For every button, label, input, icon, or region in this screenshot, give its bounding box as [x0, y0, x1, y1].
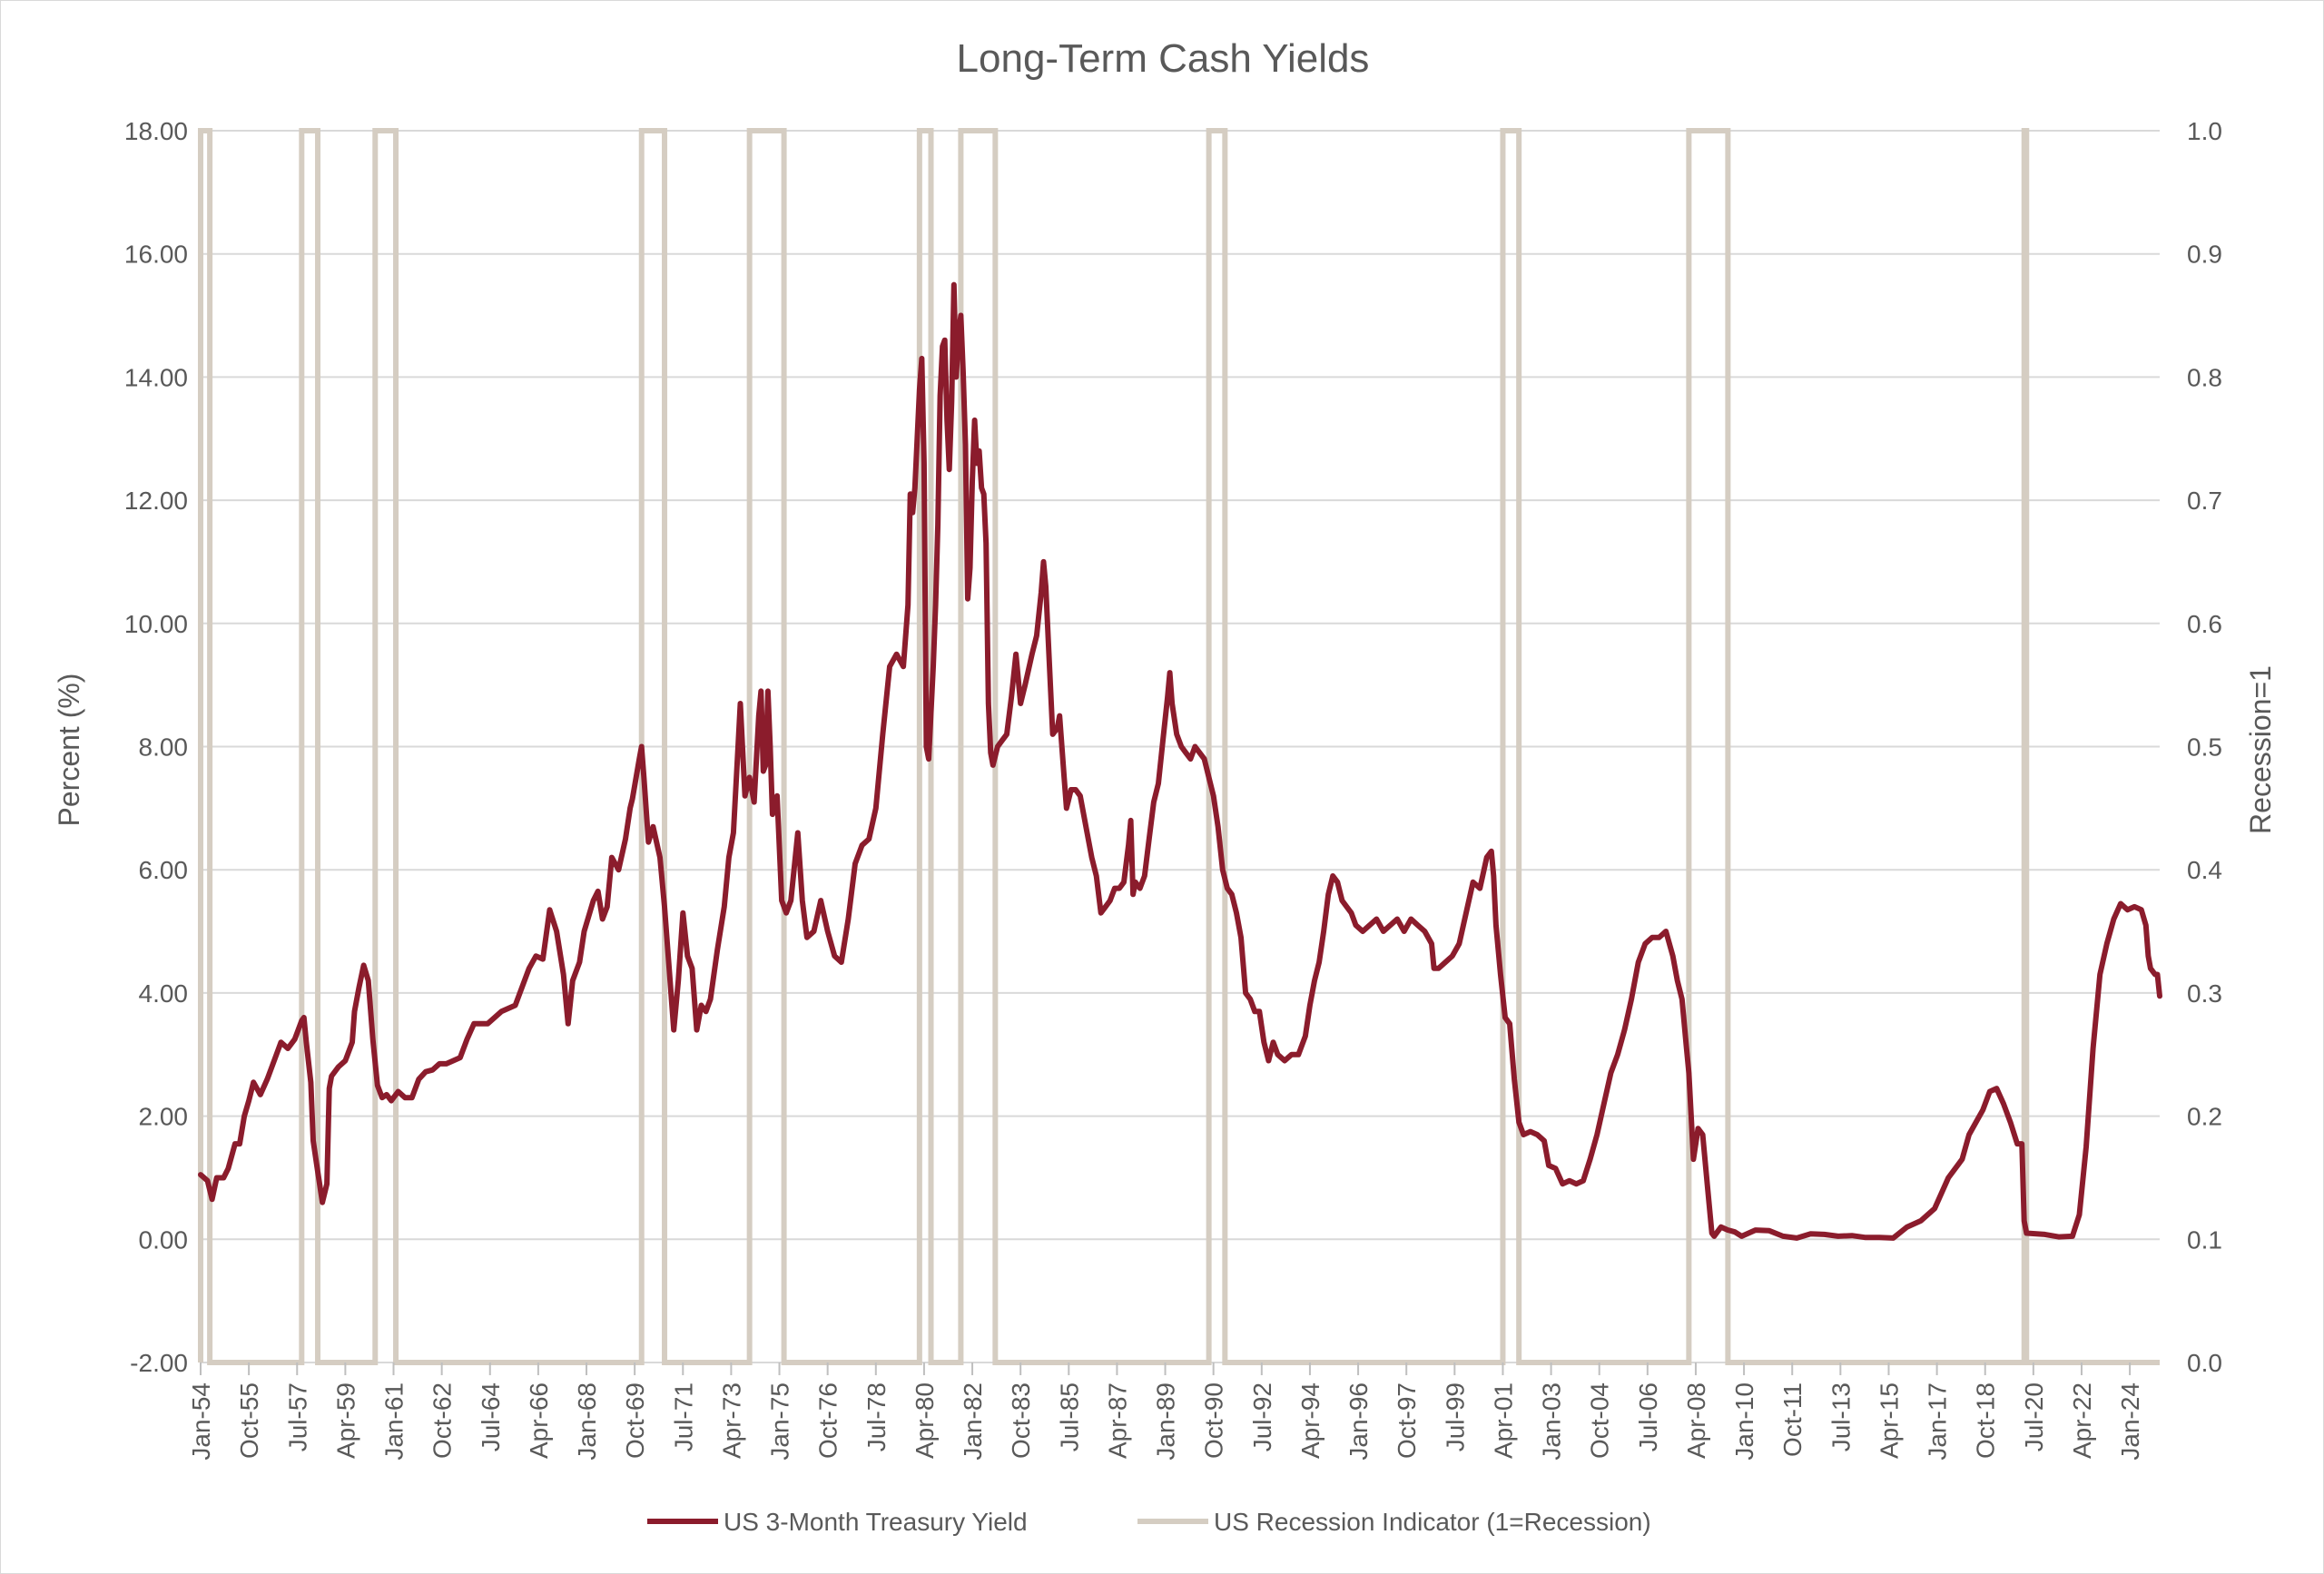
treasury-yield-line [198, 281, 2162, 1241]
x-tick-label: Apr-94 [1296, 1382, 1324, 1459]
x-tick-label: Oct-62 [428, 1382, 457, 1459]
y2-tick-label: 0.2 [2187, 1103, 2222, 1131]
x-tick-label: Jul-78 [862, 1382, 891, 1451]
x-tick-label: Jul-06 [1634, 1382, 1662, 1451]
y2-tick-label: 1.0 [2187, 117, 2222, 145]
chart-title: Long-Term Cash Yields [957, 36, 1370, 81]
y2-axis-title: Recession=1 [2244, 665, 2277, 834]
x-tick-label: Apr-22 [2068, 1382, 2096, 1459]
x-tick-label: Oct-76 [814, 1382, 842, 1459]
x-tick-label: Jul-99 [1441, 1382, 1469, 1451]
y-tick-label: 6.00 [139, 856, 189, 884]
x-tick-label: Jan-75 [766, 1382, 794, 1461]
y2-tick-label: 0.9 [2187, 241, 2222, 269]
x-tick-label: Jul-85 [1055, 1382, 1083, 1451]
y-tick-label: 18.00 [124, 117, 188, 145]
x-tick-label: Jul-92 [1248, 1382, 1276, 1451]
x-tick-label: Oct-97 [1393, 1382, 1421, 1459]
x-tick-label: Apr-66 [525, 1382, 553, 1459]
y-axis-title: Percent (%) [53, 674, 85, 827]
x-tick-label: Jan-54 [187, 1382, 215, 1461]
y-tick-label: 2.00 [139, 1103, 189, 1131]
y-tick-label: 16.00 [124, 241, 188, 269]
x-tick-label: Jan-89 [1152, 1382, 1180, 1461]
y2-tick-label: 0.3 [2187, 979, 2222, 1008]
x-tick-label: Oct-69 [621, 1382, 649, 1459]
y2-tick-label: 0.1 [2187, 1225, 2222, 1254]
axis-layer: 18.00 16.00 14.00 12.00 10.00 8.00 6.00 4.00 2.0… [124, 117, 2222, 1461]
y2-tick-label: 0.6 [2187, 610, 2222, 638]
x-tick-label: Apr-01 [1489, 1382, 1517, 1459]
x-tick-label: Oct-55 [235, 1382, 263, 1459]
x-tick-label: Apr-87 [1103, 1382, 1131, 1459]
x-tick-label: Jan-61 [380, 1382, 409, 1461]
x-tick-label: Jul-13 [1827, 1382, 1855, 1451]
x-tick-label: Jan-10 [1730, 1382, 1758, 1461]
x-tick-label: Jan-96 [1344, 1382, 1373, 1461]
y-tick-label: 10.00 [124, 610, 188, 638]
x-tick-label: Oct-18 [1972, 1382, 2000, 1459]
y-tick-label: 4.00 [139, 979, 189, 1008]
y2-tick-label: 0.8 [2187, 363, 2222, 391]
x-tick-label: Jan-03 [1538, 1382, 1566, 1461]
x-tick-label: Jul-57 [283, 1382, 311, 1451]
y2-tick-label: 0.7 [2187, 487, 2222, 515]
x-tick-label: Jan-17 [1924, 1382, 1952, 1461]
yield-series [198, 281, 2162, 1241]
y-tick-label: 14.00 [124, 363, 188, 391]
x-tick-label: Jul-20 [2020, 1382, 2048, 1451]
y2-tick-label: 0.5 [2187, 733, 2222, 762]
x-tick-label: Jul-71 [669, 1382, 697, 1451]
legend-label-yield: US 3-Month Treasury Yield [724, 1508, 1028, 1536]
legend-label-recession: US Recession Indicator (1=Recession) [1214, 1508, 1651, 1536]
y-tick-label: 12.00 [124, 487, 188, 515]
y-tick-label: 0.00 [139, 1225, 189, 1254]
y-tick-label: 8.00 [139, 733, 189, 762]
x-tick-label: Oct-11 [1778, 1382, 1807, 1457]
x-tick-label: Apr-73 [717, 1382, 745, 1459]
x-tick-label: Apr-80 [911, 1382, 939, 1459]
x-tick-label: Jan-68 [573, 1382, 601, 1461]
x-tick-label: Apr-15 [1875, 1382, 1903, 1459]
x-tick-label: Oct-04 [1586, 1382, 1614, 1459]
recession-indicator-line [198, 128, 2160, 1365]
y-tick-label: -2.00 [130, 1349, 188, 1377]
x-tick-label: Jul-64 [477, 1382, 505, 1451]
x-tick-label: Apr-59 [331, 1382, 359, 1459]
x-tick-label: Apr-08 [1682, 1382, 1710, 1459]
y2-tick-label: 0.0 [2187, 1349, 2222, 1377]
legend: US 3-Month Treasury Yield US Recession I… [647, 1508, 1651, 1536]
x-tick-label: Jan-24 [2116, 1382, 2144, 1461]
x-tick-label: Oct-90 [1200, 1382, 1228, 1459]
x-tick-label: Jan-82 [959, 1382, 987, 1461]
recession-series [198, 128, 2160, 1365]
y2-tick-label: 0.4 [2187, 856, 2222, 884]
x-tick-label: Oct-83 [1007, 1382, 1035, 1459]
